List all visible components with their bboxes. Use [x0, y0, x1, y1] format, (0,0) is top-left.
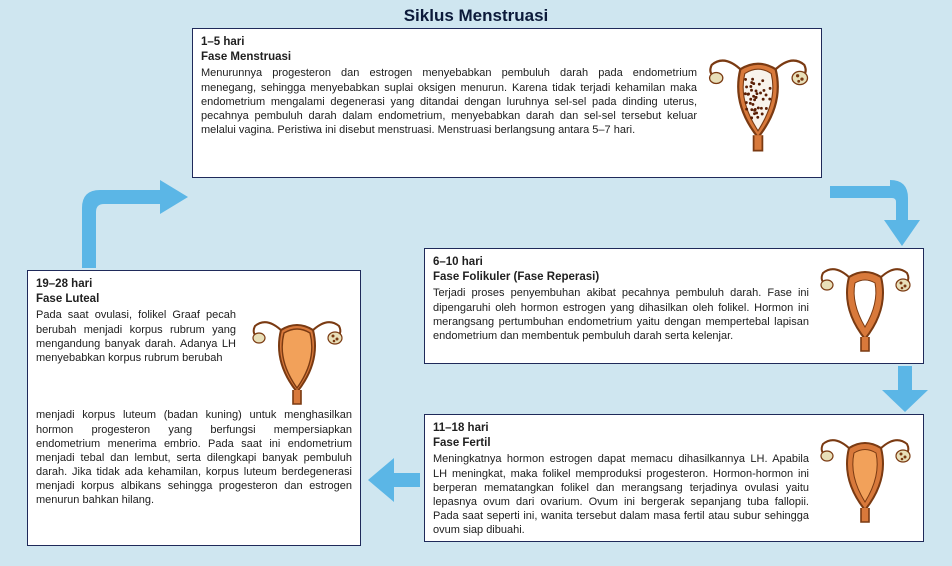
phase-box-luteal: 19–28 hari Fase Luteal Pada saat ovulasi…: [27, 270, 361, 546]
phase3-name: Fase Fertil: [433, 436, 809, 451]
phase-box-folikuler: 6–10 hari Fase Folikuler (Fase Reperasi)…: [424, 248, 924, 364]
phase-box-fertil: 11–18 hari Fase Fertil Meningkatnya horm…: [424, 414, 924, 542]
page-title: Siklus Menstruasi: [0, 6, 952, 26]
uterus-icon: [703, 35, 813, 165]
phase2-text: Terjadi proses penyembuhan akibat pecahn…: [433, 286, 809, 342]
phase4-text-a: Pada saat ovulasi, folikel Graaf pecah b…: [36, 308, 236, 408]
uterus-icon: [815, 255, 915, 355]
arrow-1-to-2: [830, 180, 920, 246]
phase1-days: 1–5 hari: [201, 35, 697, 50]
phase3-text: Meningkatnya hormon estrogen dapat memac…: [433, 452, 809, 536]
arrow-3-to-4: [368, 458, 420, 502]
phase2-name: Fase Folikuler (Fase Reperasi): [433, 270, 809, 285]
arrow-2-to-3: [882, 366, 928, 412]
phase4-text-b: menjadi korpus luteum (badan kuning) unt…: [36, 408, 352, 507]
phase1-text: Menurunnya progesteron dan estrogen meny…: [201, 66, 697, 136]
arrow-4-to-1: [76, 180, 188, 268]
phase3-days: 11–18 hari: [433, 421, 809, 436]
uterus-icon: [242, 308, 352, 408]
phase4-name: Fase Luteal: [36, 292, 352, 307]
phase2-days: 6–10 hari: [433, 255, 809, 270]
phase4-days: 19–28 hari: [36, 277, 352, 292]
phase1-name: Fase Menstruasi: [201, 50, 697, 65]
uterus-icon: [815, 421, 915, 531]
phase-box-menstruasi: 1–5 hari Fase Menstruasi Menurunnya prog…: [192, 28, 822, 178]
